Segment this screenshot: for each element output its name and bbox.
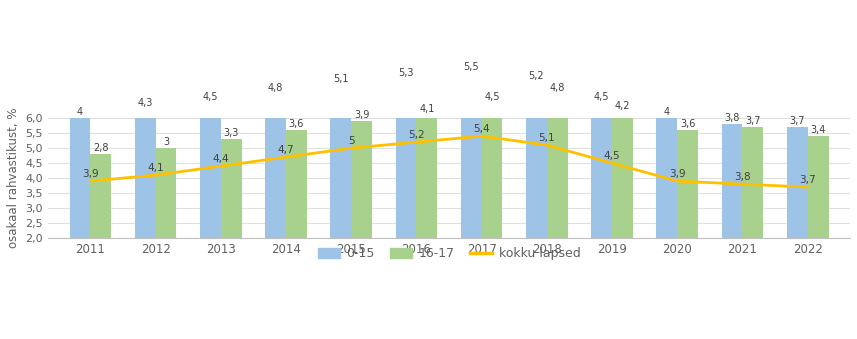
Legend: 0-15, 16-17, kokku lapsed: 0-15, 16-17, kokku lapsed <box>313 242 585 265</box>
Bar <box>742 127 764 238</box>
Bar <box>286 130 307 238</box>
Bar <box>482 103 502 238</box>
Bar <box>547 94 567 238</box>
Text: 4,5: 4,5 <box>202 92 218 102</box>
Text: 3,9: 3,9 <box>354 109 369 120</box>
Bar <box>351 121 372 238</box>
Bar <box>417 115 437 238</box>
Bar <box>807 136 829 238</box>
Text: 3: 3 <box>163 137 169 146</box>
Text: 2,8: 2,8 <box>93 143 109 153</box>
Text: 5,4: 5,4 <box>473 124 490 134</box>
Text: 5,1: 5,1 <box>333 74 349 84</box>
Bar <box>677 130 698 238</box>
Text: 4,2: 4,2 <box>614 101 630 111</box>
Text: 5,2: 5,2 <box>529 71 544 81</box>
Bar <box>461 73 482 238</box>
Bar <box>787 127 807 238</box>
Text: 3,3: 3,3 <box>224 127 239 138</box>
Text: 3,9: 3,9 <box>82 169 99 179</box>
Text: 4,4: 4,4 <box>213 154 229 164</box>
Text: 5,1: 5,1 <box>538 133 555 143</box>
Text: 3,8: 3,8 <box>724 113 740 123</box>
Text: 4: 4 <box>77 106 83 117</box>
Bar <box>156 148 177 238</box>
Bar <box>200 103 221 238</box>
Text: 4,3: 4,3 <box>137 98 153 107</box>
Text: 5,2: 5,2 <box>408 130 425 140</box>
Text: 5: 5 <box>348 136 355 146</box>
Bar <box>221 139 242 238</box>
Text: 4,1: 4,1 <box>419 104 434 114</box>
Bar <box>90 154 111 238</box>
Text: 4: 4 <box>664 106 670 117</box>
Text: 3,7: 3,7 <box>789 116 805 125</box>
Bar <box>265 94 286 238</box>
Text: 3,6: 3,6 <box>680 119 695 128</box>
Bar <box>69 118 90 238</box>
Text: 4,8: 4,8 <box>549 83 565 93</box>
Bar <box>330 85 351 238</box>
Y-axis label: osakaal rahvastikust, %: osakaal rahvastikust, % <box>7 108 20 248</box>
Text: 3,9: 3,9 <box>669 169 686 179</box>
Text: 3,8: 3,8 <box>734 172 751 182</box>
Text: 3,4: 3,4 <box>811 125 826 135</box>
Bar <box>612 112 633 238</box>
Text: 3,7: 3,7 <box>745 116 761 125</box>
Bar <box>722 124 742 238</box>
Bar <box>135 109 156 238</box>
Bar <box>396 79 417 238</box>
Text: 4,8: 4,8 <box>268 83 284 93</box>
Text: 5,5: 5,5 <box>464 62 479 72</box>
Bar <box>591 103 612 238</box>
Text: 4,5: 4,5 <box>594 92 609 102</box>
Text: 5,3: 5,3 <box>399 67 414 78</box>
Text: 3,6: 3,6 <box>289 119 304 128</box>
Text: 4,7: 4,7 <box>278 145 294 155</box>
Bar <box>526 82 547 238</box>
Text: 4,1: 4,1 <box>147 163 164 173</box>
Text: 4,5: 4,5 <box>484 92 500 102</box>
Bar <box>656 118 677 238</box>
Text: 3,7: 3,7 <box>800 175 816 185</box>
Text: 4,5: 4,5 <box>603 151 620 161</box>
